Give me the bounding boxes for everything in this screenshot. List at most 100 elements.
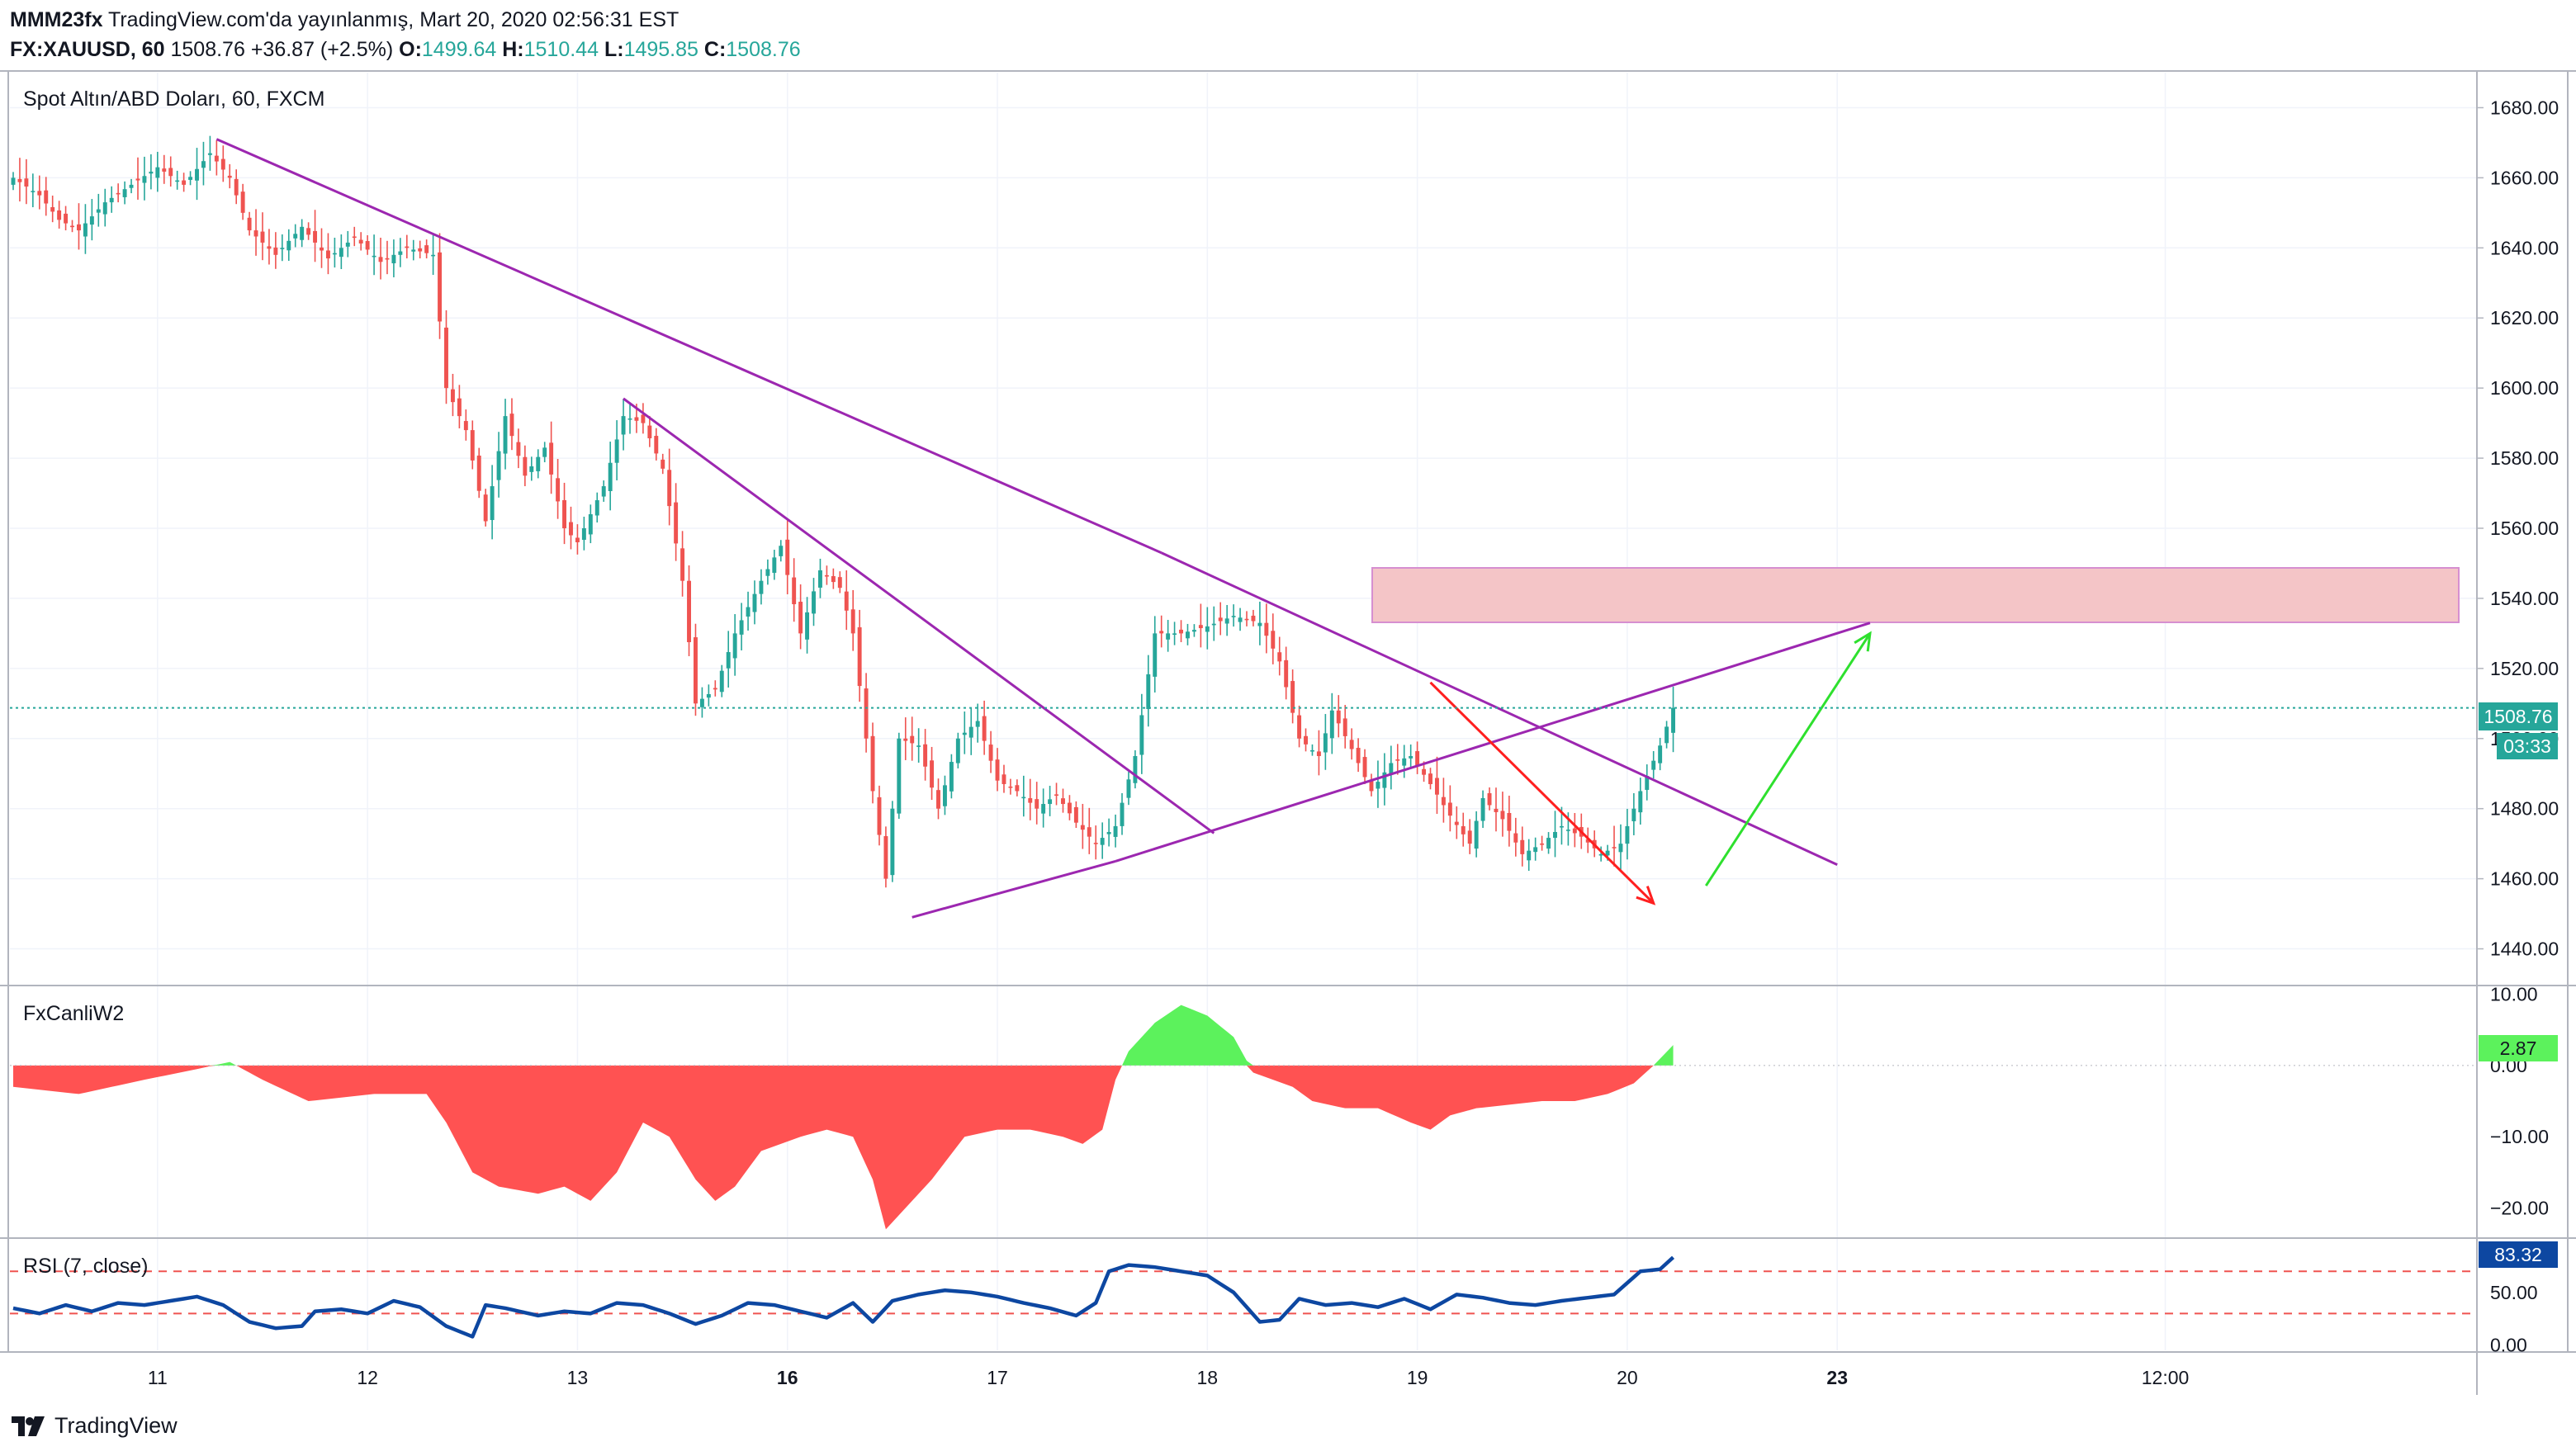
candle: [1329, 693, 1334, 754]
candle: [1316, 730, 1321, 776]
candle: [182, 173, 187, 192]
candle: [470, 420, 475, 470]
candle: [687, 565, 691, 656]
candle-body: [923, 744, 928, 767]
candle: [844, 570, 849, 631]
candle: [372, 234, 376, 276]
candle-body: [253, 230, 258, 237]
candle: [1474, 811, 1479, 858]
candle: [1520, 826, 1525, 867]
candle-body: [877, 797, 882, 835]
candle: [654, 428, 659, 461]
candle-body: [1120, 802, 1125, 826]
candle: [1356, 738, 1361, 773]
symbol-label[interactable]: FX:XAUUSD, 60: [10, 38, 165, 61]
trendline-descending-minor: [623, 397, 1215, 834]
candle: [699, 687, 704, 718]
candle-body: [1520, 839, 1525, 854]
high-value: 1510.44: [523, 38, 599, 61]
candle: [883, 826, 888, 888]
candle: [345, 230, 350, 258]
candle-body: [509, 414, 514, 437]
candle-body: [1179, 629, 1183, 634]
candle: [916, 728, 921, 763]
candle-body: [752, 593, 757, 612]
candle-body: [792, 577, 797, 604]
time-tick-label: 12:00: [2142, 1367, 2190, 1388]
candle-body: [1612, 847, 1617, 849]
candle-body: [1316, 751, 1321, 756]
candle-body: [897, 738, 902, 814]
candle-body: [286, 240, 291, 251]
candle-body: [162, 168, 167, 172]
candle-body: [470, 430, 475, 461]
candle: [890, 801, 895, 882]
candle-body: [1198, 625, 1203, 629]
candle: [694, 623, 698, 716]
candle: [674, 483, 679, 561]
candle: [923, 729, 928, 781]
candle-body: [739, 620, 744, 635]
candle: [1067, 795, 1072, 820]
trendline-descending-major: [215, 138, 1163, 555]
candle-body: [601, 486, 606, 497]
candle: [220, 145, 225, 182]
candle: [83, 204, 88, 254]
candle-body: [1159, 631, 1164, 634]
candle-body: [306, 228, 311, 235]
candle: [1106, 818, 1111, 847]
candle: [332, 237, 337, 268]
price-tick-label: 1640.00: [2490, 237, 2559, 258]
candle: [11, 172, 16, 191]
candle: [877, 785, 882, 846]
tradingview-logo[interactable]: TradingView: [10, 1413, 178, 1439]
candle: [168, 156, 173, 187]
publisher-name[interactable]: MMM23fx: [10, 8, 103, 31]
candle: [116, 183, 121, 203]
high-label: H:: [502, 38, 524, 61]
rsi-pane-title: RSI (7, close): [23, 1255, 148, 1278]
candle: [1093, 825, 1098, 860]
candle: [831, 568, 836, 589]
candle: [70, 220, 74, 233]
candle-body: [135, 178, 140, 181]
candle: [765, 559, 770, 585]
candle: [661, 453, 665, 475]
candle-body: [936, 790, 940, 809]
candle: [1231, 604, 1236, 627]
candle: [1625, 808, 1630, 860]
drawing-tools[interactable]: [215, 138, 1872, 919]
osc-negative-area: [13, 1065, 1674, 1230]
osc-positive-area: [13, 1005, 1674, 1066]
candle-body: [1244, 618, 1249, 621]
candle-body: [916, 745, 921, 747]
candle: [44, 177, 49, 216]
candle-body: [713, 688, 717, 690]
candle-body: [1126, 779, 1131, 798]
candle-body: [1356, 748, 1361, 763]
resistance-zone[interactable]: [1371, 567, 2460, 623]
candle: [627, 403, 632, 434]
candle: [195, 148, 199, 201]
candle: [509, 398, 514, 451]
candle: [17, 158, 22, 202]
candle: [1540, 835, 1545, 851]
candle: [897, 732, 902, 820]
candle-body: [746, 607, 751, 617]
rsi-value-tag: 83.32: [2479, 1241, 2558, 1268]
candle-body: [1054, 794, 1059, 797]
candle-body: [207, 153, 212, 155]
candle-body: [1048, 799, 1053, 805]
published-text: TradingView.com'da yayınlanmış, Mart 20,…: [108, 8, 680, 31]
candle: [1224, 604, 1229, 636]
green-arrow: [1705, 631, 1872, 886]
candle: [1428, 768, 1432, 790]
candle-body: [1251, 615, 1256, 622]
publish-info: MMM23fx TradingView.com'da yayınlanmış, …: [10, 5, 801, 35]
candle-body: [31, 191, 36, 192]
candle-body: [1093, 843, 1098, 844]
tradingview-brand: TradingView: [54, 1413, 178, 1438]
candle: [1139, 693, 1144, 774]
osc-tick-label: −10.00: [2490, 1126, 2549, 1147]
